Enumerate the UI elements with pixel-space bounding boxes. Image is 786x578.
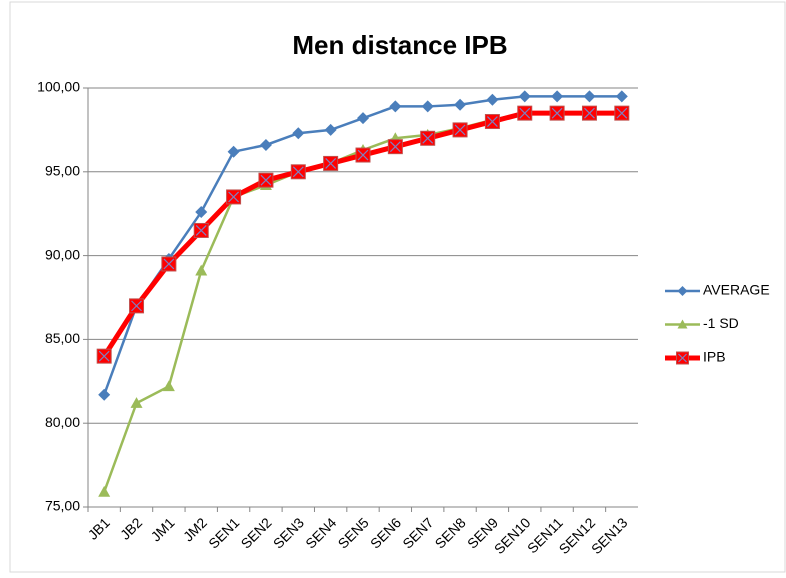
point xyxy=(259,138,272,151)
legend-label: -1 SD xyxy=(703,315,739,331)
y-tick-label: 75,00 xyxy=(45,498,80,514)
y-tick-label: 85,00 xyxy=(45,330,80,346)
legend-label: AVERAGE xyxy=(703,282,770,298)
point xyxy=(227,145,240,158)
point xyxy=(96,348,112,364)
legend-marker xyxy=(677,286,688,296)
y-tick-label: 80,00 xyxy=(45,414,80,430)
y-tick-label: 90,00 xyxy=(45,246,80,262)
point xyxy=(357,112,369,125)
point xyxy=(583,90,596,103)
point xyxy=(518,90,531,103)
point xyxy=(161,256,177,272)
y-tick-label: 95,00 xyxy=(45,163,80,179)
point xyxy=(581,105,597,121)
point xyxy=(162,380,175,392)
legend-marker xyxy=(677,319,688,329)
point xyxy=(551,90,564,103)
point xyxy=(420,130,436,146)
chart-title: Men distance IPB xyxy=(292,30,507,60)
legend-label: IPB xyxy=(703,349,726,365)
point xyxy=(323,155,339,171)
point xyxy=(549,105,565,121)
point xyxy=(452,122,468,138)
legend-marker xyxy=(676,351,689,365)
point xyxy=(421,100,434,113)
chart-border xyxy=(9,1,786,573)
point xyxy=(355,147,371,163)
point xyxy=(387,139,403,155)
point xyxy=(486,93,499,106)
point xyxy=(517,105,533,121)
point xyxy=(130,397,143,408)
point xyxy=(195,206,208,219)
y-tick-label: 100,00 xyxy=(37,79,80,95)
point xyxy=(454,98,467,111)
point xyxy=(226,189,242,205)
point xyxy=(290,164,306,180)
point xyxy=(258,172,274,188)
point xyxy=(484,114,500,130)
point xyxy=(129,298,145,314)
point xyxy=(195,264,208,276)
point xyxy=(98,485,111,497)
point xyxy=(615,90,628,103)
point xyxy=(98,388,111,401)
point xyxy=(614,105,630,121)
point xyxy=(193,222,209,238)
point xyxy=(324,123,337,136)
point xyxy=(389,100,402,113)
point xyxy=(292,127,305,140)
